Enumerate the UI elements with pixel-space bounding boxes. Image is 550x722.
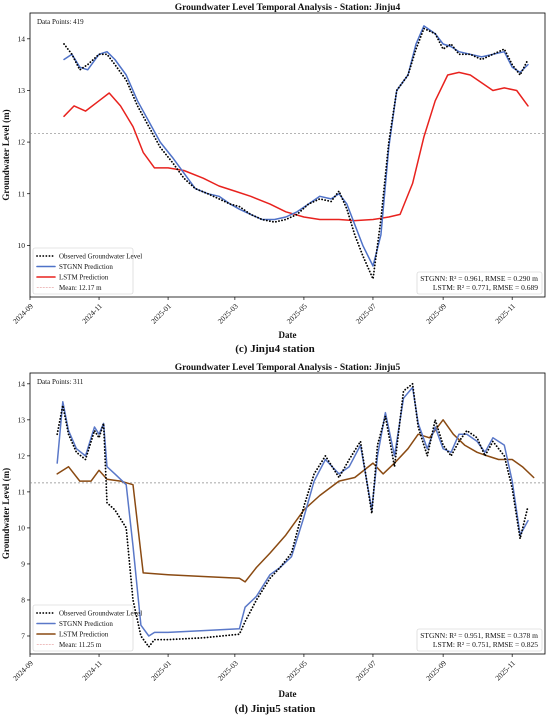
legend-label: LSTM Prediction (59, 273, 109, 281)
x-tick-label: 2025-07 (354, 301, 378, 325)
y-tick-label: 11 (18, 189, 25, 198)
caption-d: (d) Jinju5 station (234, 703, 316, 715)
metrics-text: STGNN: R² = 0.961, RMSE = 0.290 m (420, 274, 538, 283)
x-tick-label: 2025-01 (149, 301, 173, 325)
legend-box (32, 604, 134, 652)
y-tick-label: 14 (18, 379, 26, 388)
y-axis-label: Groundwater Level (m) (1, 468, 11, 559)
y-tick-label: 13 (18, 86, 26, 95)
x-tick-label: 2025-01 (149, 658, 173, 682)
y-tick-label: 12 (18, 138, 26, 147)
y-tick-label: 9 (21, 560, 25, 569)
data-points-label: Data Points: 419 (37, 18, 84, 26)
series-line-2 (63, 71, 529, 222)
legend-label: LSTM Prediction (59, 630, 109, 638)
legend-box (32, 247, 134, 295)
metrics-text: LSTM: R² = 0.771, RMSE = 0.689 (433, 283, 538, 292)
x-tick-label: 2025-09 (424, 658, 448, 682)
series-line-1 (56, 386, 529, 637)
chart-panel-1: Groundwater Level Temporal Analysis - St… (1, 3, 546, 340)
metrics-box (416, 628, 543, 652)
x-tick-label: 2024-11 (80, 658, 104, 682)
legend-label: Mean: 12.17 m (59, 284, 102, 292)
y-tick-label: 8 (21, 596, 25, 605)
y-tick-label: 14 (18, 34, 26, 43)
chart-panel-2: Groundwater Level Temporal Analysis - St… (1, 363, 546, 699)
legend-label: Observed Groundwater Level (59, 252, 142, 260)
x-axis-label: Date (279, 689, 297, 699)
series-line-0 (63, 27, 529, 280)
y-tick-label: 10 (18, 524, 26, 533)
x-tick-label: 2025-05 (285, 301, 309, 325)
legend-label: STGNN Prediction (59, 263, 113, 271)
x-tick-label: 2025-07 (354, 658, 378, 682)
legend-label: Observed Groundwater Level (59, 609, 142, 617)
series-line-2 (56, 419, 535, 583)
chart-title: Groundwater Level Temporal Analysis - St… (175, 363, 401, 373)
y-tick-label: 10 (18, 241, 26, 250)
series-line-1 (63, 25, 529, 267)
y-tick-label: 11 (18, 487, 25, 496)
y-tick-label: 7 (21, 632, 25, 641)
legend-label: Mean: 11.25 m (59, 641, 102, 649)
x-tick-label: 2025-05 (285, 658, 309, 682)
y-tick-label: 13 (18, 415, 26, 424)
x-tick-label: 2024-09 (11, 301, 35, 325)
y-axis-label: Groundwater Level (m) (1, 109, 11, 200)
x-tick-label: 2025-11 (493, 658, 517, 682)
x-tick-label: 2025-03 (216, 301, 240, 325)
chart-title: Groundwater Level Temporal Analysis - St… (175, 3, 401, 13)
x-axis-label: Date (279, 330, 297, 340)
x-tick-label: 2024-11 (80, 301, 104, 325)
series-line-0 (56, 382, 529, 648)
x-tick-label: 2025-09 (424, 301, 448, 325)
y-tick-label: 12 (18, 451, 26, 460)
metrics-text: STGNN: R² = 0.951, RMSE = 0.378 m (420, 631, 538, 640)
caption-c: (c) Jinju4 station (235, 343, 315, 355)
x-tick-label: 2025-03 (216, 658, 240, 682)
metrics-text: LSTM: R² = 0.751, RMSE = 0.825 (433, 640, 538, 649)
x-tick-label: 2025-11 (493, 301, 517, 325)
metrics-box (416, 271, 543, 295)
data-points-label: Data Points: 311 (37, 378, 84, 386)
x-tick-label: 2024-09 (11, 658, 35, 682)
legend-label: STGNN Prediction (59, 620, 113, 628)
